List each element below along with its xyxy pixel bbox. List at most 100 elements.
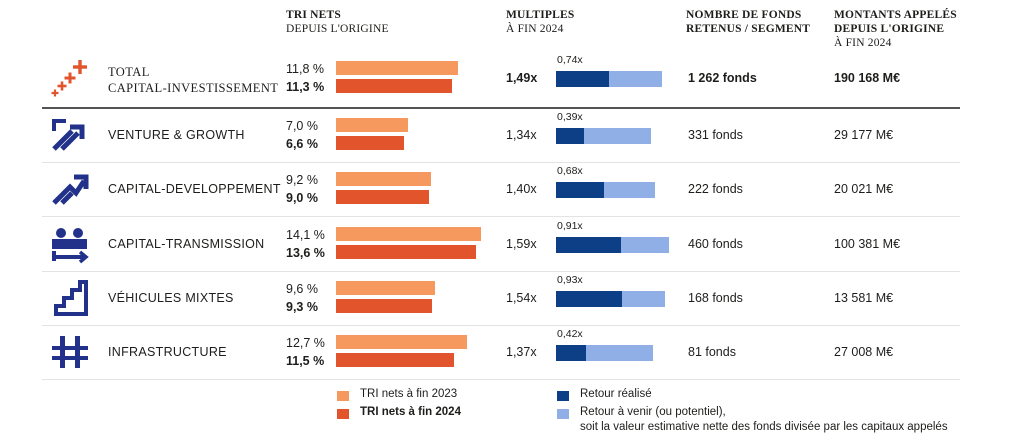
tri-2024-label: 11,5 % [286, 354, 325, 368]
amount-header: MONTANTS APPELÉS DEPUIS L'ORIGINE À FIN … [834, 8, 957, 50]
amount-header-line2: DEPUIS L'ORIGINE [834, 23, 945, 35]
plus-signs-icon [48, 56, 92, 100]
multiple-value: 1,40x [506, 182, 537, 196]
retour-realise-label: 0,74x [557, 54, 583, 66]
tri-2024-label: 9,0 % [286, 191, 318, 205]
tri-2024-bar [336, 299, 432, 313]
segment-row: INFRASTRUCTURE 12,7 % 11,5 % 1,37x 0,42x 81 f… [42, 325, 960, 379]
tri-labels: 9,2 % 9,0 % [286, 171, 318, 207]
tri-2023-bar [336, 281, 435, 295]
tri-2023-bar [336, 61, 458, 75]
retour-realise-label: 0,42x [557, 328, 583, 340]
legend-swatch-tri-2024 [337, 409, 349, 419]
tri-labels: 7,0 % 6,6 % [286, 117, 318, 153]
legend-swatch-tri-2023 [337, 391, 349, 401]
retour-a-venir-bar [583, 128, 652, 144]
tri-header: TRI NETS DEPUIS L'ORIGINE [286, 8, 389, 36]
tri-2024-bar [336, 190, 429, 204]
tri-2023-label: 9,6 % [286, 282, 318, 296]
retour-realise-label: 0,39x [557, 111, 583, 123]
row-separator [42, 325, 960, 326]
segment-name-line1: CAPITAL-TRANSMISSION [108, 236, 265, 251]
retour-realise-label: 0,93x [557, 274, 583, 286]
retour-a-venir-bar [620, 236, 669, 253]
segment-row: TOTAL CAPITAL-INVESTISSEMENT 11,8 % 11,3 % 1… [42, 50, 960, 106]
amount-called: 29 177 M€ [834, 128, 894, 142]
infrastructure-icon [48, 330, 92, 374]
retour-realise-label: 0,68x [557, 165, 583, 177]
retour-realise-bar [556, 345, 586, 361]
stairs-icon [48, 276, 92, 320]
legend-label-retour-a-venir-2: soit la valeur estimative nette des fond… [580, 421, 948, 433]
funds-count: 222 fonds [688, 182, 743, 196]
tri-header-title: TRI NETS [286, 9, 341, 21]
funds-count: 1 262 fonds [688, 71, 757, 85]
retour-a-venir-bar [585, 345, 654, 361]
tri-2024-label: 11,3 % [286, 80, 325, 94]
funds-count: 81 fonds [688, 345, 736, 359]
tri-2024-label: 13,6 % [286, 245, 325, 260]
tri-2024-bar [336, 79, 453, 93]
amount-called: 20 021 M€ [834, 182, 894, 196]
tri-2023-bar [336, 226, 482, 241]
tri-2023-label: 11,8 % [286, 62, 324, 76]
tri-labels: 14,1 % 13,6 % [286, 226, 325, 262]
tri-labels: 12,7 % 11,5 % [286, 334, 325, 370]
tri-labels: 11,8 % 11,3 % [286, 60, 324, 96]
segment-name: VENTURE & GROWTH [108, 127, 245, 143]
retour-realise-bar [556, 128, 584, 144]
row-separator [42, 271, 960, 272]
segment-row: VENTURE & GROWTH 7,0 % 6,6 % 1,34x 0,39x 331 … [42, 108, 960, 162]
tri-2023-bar [336, 335, 467, 349]
multiple-value: 1,34x [506, 128, 537, 142]
multiples-header-title: MULTIPLES [506, 9, 575, 21]
funds-count: 460 fonds [688, 236, 743, 251]
retour-a-venir-bar [608, 71, 662, 87]
amount-called: 190 168 M€ [834, 71, 901, 85]
tri-header-sub: DEPUIS L'ORIGINE [286, 23, 389, 35]
segment-name: INFRASTRUCTURE [108, 344, 227, 360]
segment-name: CAPITAL-DEVELOPPEMENT [108, 181, 281, 197]
tri-2024-label: 9,3 % [286, 300, 318, 314]
segment-name: CAPITAL-TRANSMISSION [108, 236, 264, 252]
segment-row: VÉHICULES MIXTES 9,6 % 9,3 % 1,54x 0,93x 168 … [42, 271, 960, 325]
tri-labels: 9,6 % 9,3 % [286, 280, 318, 316]
segment-name: TOTAL CAPITAL-INVESTISSEMENT [108, 64, 278, 96]
amount-called: 100 381 M€ [834, 236, 901, 251]
amount-header-line1: MONTANTS APPELÉS [834, 9, 957, 21]
tri-2023-bar [336, 118, 409, 132]
growth-arrow-icon [48, 113, 92, 157]
segment-name-line1: VÉHICULES MIXTES [108, 291, 234, 305]
tri-2023-label: 14,1 % [286, 227, 325, 242]
transmission-people-icon [48, 222, 92, 266]
segment-name-line1: VENTURE & GROWTH [108, 128, 245, 142]
retour-a-venir-bar [604, 182, 656, 198]
amount-header-sub: À FIN 2024 [834, 37, 892, 49]
tri-2023-label: 7,0 % [286, 119, 318, 133]
total-separator [42, 107, 960, 109]
retour-a-venir-bar [622, 291, 666, 307]
row-separator [42, 216, 960, 217]
segment-name-line1: TOTAL [108, 65, 150, 79]
retour-realise-label: 0,91x [557, 219, 583, 232]
tri-2023-label: 12,7 % [286, 336, 325, 350]
multiples-header: MULTIPLES À FIN 2024 [506, 8, 574, 36]
legend-label-retour-realise: Retour réalisé [580, 388, 652, 400]
multiple-value: 1,37x [506, 345, 537, 359]
amount-called: 27 008 M€ [834, 345, 894, 359]
development-arrow-icon [48, 167, 92, 211]
multiples-header-sub: À FIN 2024 [506, 23, 564, 35]
retour-realise-bar [556, 182, 605, 198]
multiple-value: 1,59x [506, 236, 537, 251]
tri-2024-label: 6,6 % [286, 137, 318, 151]
retour-realise-bar [556, 71, 609, 87]
retour-realise-bar [556, 236, 621, 253]
segment-row: CAPITAL-TRANSMISSION 14,1 % 13,6 % 1,59x 0,9… [42, 216, 960, 271]
funds-count: 168 fonds [688, 291, 743, 305]
segment-name: VÉHICULES MIXTES [108, 290, 234, 306]
retour-realise-bar [556, 291, 623, 307]
multiple-value: 1,49x [506, 71, 538, 85]
segment-row: CAPITAL-DEVELOPPEMENT 9,2 % 9,0 % 1,40x 0,68… [42, 162, 960, 216]
legend-swatch-retour-a-venir [557, 409, 569, 419]
funds-count: 331 fonds [688, 128, 743, 142]
